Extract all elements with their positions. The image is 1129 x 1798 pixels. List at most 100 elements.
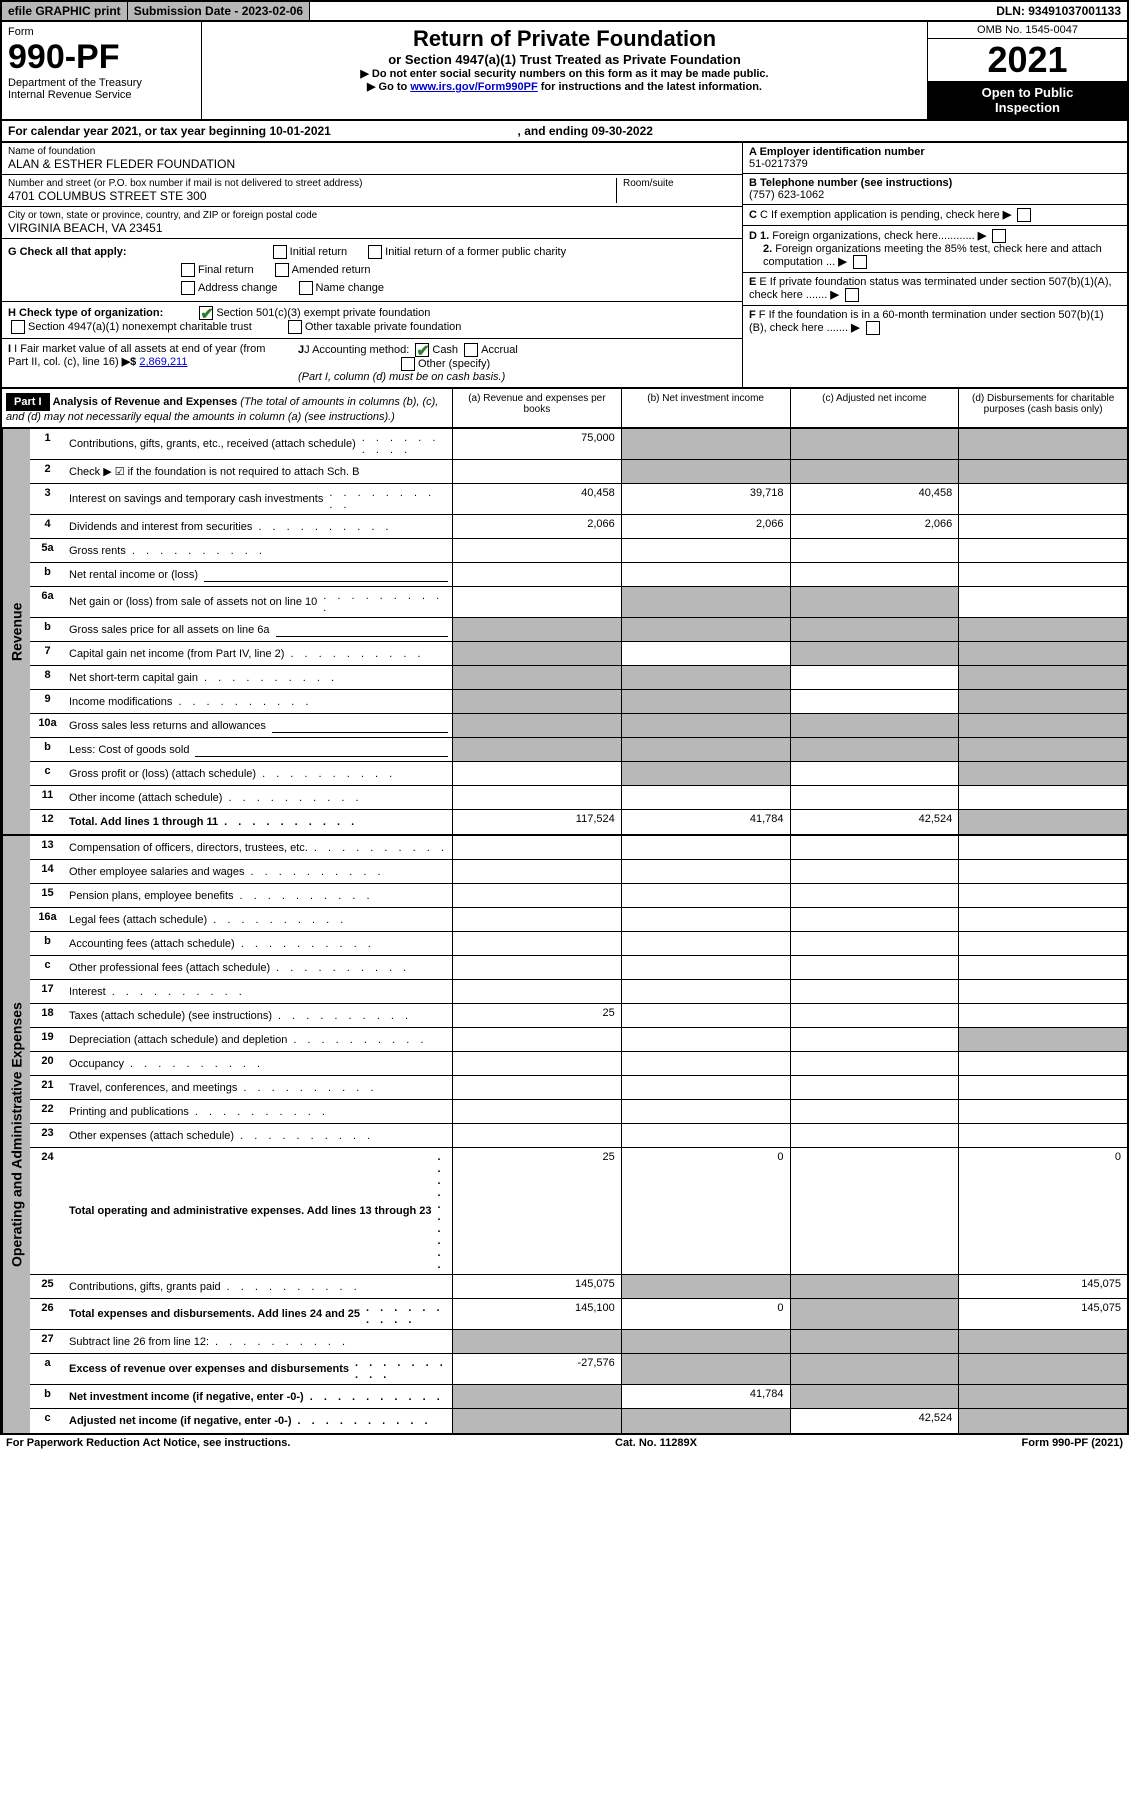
value-cell-a bbox=[452, 956, 621, 979]
value-cell-a bbox=[452, 1409, 621, 1433]
table-row: 3Interest on savings and temporary cash … bbox=[30, 484, 1127, 515]
f-checkbox[interactable] bbox=[866, 321, 880, 335]
line-description: Adjusted net income (if negative, enter … bbox=[65, 1409, 452, 1433]
city-cell: City or town, state or province, country… bbox=[2, 207, 742, 239]
revenue-table: Revenue 1Contributions, gifts, grants, e… bbox=[0, 429, 1129, 836]
value-cell-a bbox=[452, 1028, 621, 1051]
value-cell-c bbox=[790, 786, 959, 809]
value-cell-c bbox=[790, 587, 959, 617]
table-row: bNet rental income or (loss) bbox=[30, 563, 1127, 587]
value-cell-d bbox=[958, 980, 1127, 1003]
value-cell-b bbox=[621, 956, 790, 979]
table-row: 14Other employee salaries and wages. . .… bbox=[30, 860, 1127, 884]
table-row: 23Other expenses (attach schedule). . . … bbox=[30, 1124, 1127, 1148]
value-cell-d bbox=[958, 908, 1127, 931]
line-description: Travel, conferences, and meetings. . . .… bbox=[65, 1076, 452, 1099]
table-row: 17Interest. . . . . . . . . . bbox=[30, 980, 1127, 1004]
value-cell-b: 39,718 bbox=[621, 484, 790, 514]
value-cell-c bbox=[790, 908, 959, 931]
open-public: Open to PublicInspection bbox=[928, 81, 1127, 119]
value-cell-c: 40,458 bbox=[790, 484, 959, 514]
amended-return-checkbox[interactable] bbox=[275, 263, 289, 277]
value-cell-b bbox=[621, 860, 790, 883]
value-cell-d bbox=[958, 429, 1127, 459]
line-description: Gross rents. . . . . . . . . . bbox=[65, 539, 452, 562]
value-cell-b bbox=[621, 1409, 790, 1433]
table-row: 13Compensation of officers, directors, t… bbox=[30, 836, 1127, 860]
form-number: 990-PF bbox=[8, 38, 195, 77]
efile-label[interactable]: efile GRAPHIC print bbox=[2, 2, 128, 20]
value-cell-d bbox=[958, 1385, 1127, 1408]
line-description: Gross sales less returns and allowances bbox=[65, 714, 452, 737]
value-cell-a bbox=[452, 980, 621, 1003]
line-number: 5a bbox=[30, 539, 65, 562]
value-cell-a: 145,075 bbox=[452, 1275, 621, 1298]
initial-public-checkbox[interactable] bbox=[368, 245, 382, 259]
value-cell-b bbox=[621, 884, 790, 907]
dept-label: Department of the TreasuryInternal Reven… bbox=[8, 77, 195, 101]
line-number: b bbox=[30, 932, 65, 955]
value-cell-a bbox=[452, 690, 621, 713]
d1-checkbox[interactable] bbox=[992, 229, 1006, 243]
value-cell-c bbox=[790, 1052, 959, 1075]
initial-return-checkbox[interactable] bbox=[273, 245, 287, 259]
line-number: 27 bbox=[30, 1330, 65, 1353]
value-cell-a bbox=[452, 1385, 621, 1408]
value-cell-d: 0 bbox=[958, 1148, 1127, 1274]
fmv-value[interactable]: 2,869,211 bbox=[139, 356, 187, 368]
other-taxable-checkbox[interactable] bbox=[288, 320, 302, 334]
value-cell-c: 2,066 bbox=[790, 515, 959, 538]
value-cell-a: 25 bbox=[452, 1148, 621, 1274]
line-number: 17 bbox=[30, 980, 65, 1003]
value-cell-a: 75,000 bbox=[452, 429, 621, 459]
value-cell-b bbox=[621, 1076, 790, 1099]
line-description: Depreciation (attach schedule) and deple… bbox=[65, 1028, 452, 1051]
value-cell-c bbox=[790, 618, 959, 641]
accrual-checkbox[interactable] bbox=[464, 343, 478, 357]
value-cell-b bbox=[621, 1354, 790, 1384]
value-cell-d bbox=[958, 460, 1127, 483]
value-cell-a bbox=[452, 714, 621, 737]
table-row: 27Subtract line 26 from line 12:. . . . … bbox=[30, 1330, 1127, 1354]
value-cell-b bbox=[621, 762, 790, 785]
value-cell-c bbox=[790, 539, 959, 562]
other-method-checkbox[interactable] bbox=[401, 357, 415, 371]
table-row: 8Net short-term capital gain. . . . . . … bbox=[30, 666, 1127, 690]
line-number: 15 bbox=[30, 884, 65, 907]
c-checkbox[interactable] bbox=[1017, 208, 1031, 222]
line-description: Interest. . . . . . . . . . bbox=[65, 980, 452, 1003]
address-change-checkbox[interactable] bbox=[181, 281, 195, 295]
footer-mid: Cat. No. 11289X bbox=[615, 1437, 697, 1449]
room-label: Room/suite bbox=[623, 178, 736, 189]
4947-checkbox[interactable] bbox=[11, 320, 25, 334]
line-number: 4 bbox=[30, 515, 65, 538]
value-cell-b bbox=[621, 587, 790, 617]
value-cell-b bbox=[621, 932, 790, 955]
value-cell-c bbox=[790, 738, 959, 761]
line-description: Income modifications. . . . . . . . . . bbox=[65, 690, 452, 713]
value-cell-d bbox=[958, 1004, 1127, 1027]
line-description: Excess of revenue over expenses and disb… bbox=[65, 1354, 452, 1384]
501c3-checkbox[interactable] bbox=[199, 306, 213, 320]
value-cell-d bbox=[958, 786, 1127, 809]
value-cell-c bbox=[790, 460, 959, 483]
c-cell: C C If exemption application is pending,… bbox=[743, 205, 1127, 226]
d2-checkbox[interactable] bbox=[853, 255, 867, 269]
line-number: 18 bbox=[30, 1004, 65, 1027]
table-row: 16aLegal fees (attach schedule). . . . .… bbox=[30, 908, 1127, 932]
e-checkbox[interactable] bbox=[845, 288, 859, 302]
table-row: bGross sales price for all assets on lin… bbox=[30, 618, 1127, 642]
ein-value: 51-0217379 bbox=[749, 158, 1121, 170]
name-change-checkbox[interactable] bbox=[299, 281, 313, 295]
final-return-checkbox[interactable] bbox=[181, 263, 195, 277]
line-description: Accounting fees (attach schedule). . . .… bbox=[65, 932, 452, 955]
value-cell-b bbox=[621, 908, 790, 931]
value-cell-b bbox=[621, 980, 790, 1003]
calendar-year-row: For calendar year 2021, or tax year begi… bbox=[0, 121, 1129, 143]
irs-link[interactable]: www.irs.gov/Form990PF bbox=[410, 81, 537, 93]
line-number: 9 bbox=[30, 690, 65, 713]
cash-checkbox[interactable] bbox=[415, 343, 429, 357]
part1-title-cell: Part I Analysis of Revenue and Expenses … bbox=[2, 389, 452, 427]
value-cell-b bbox=[621, 714, 790, 737]
table-row: 4Dividends and interest from securities.… bbox=[30, 515, 1127, 539]
